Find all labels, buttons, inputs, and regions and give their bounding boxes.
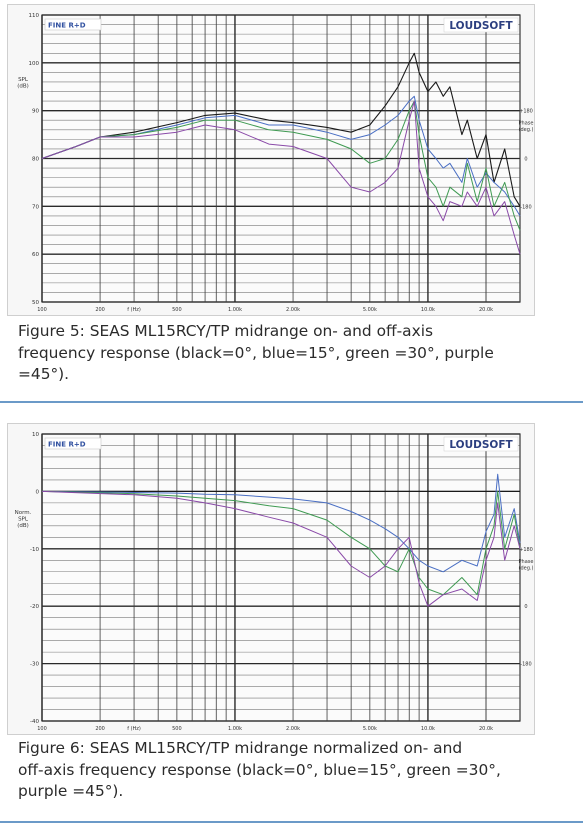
x-tick-label: 200 xyxy=(95,726,105,732)
x-tick-label: 100 xyxy=(37,726,47,732)
y-axis-label: SPL xyxy=(18,517,29,523)
series-line xyxy=(41,100,521,231)
series-line xyxy=(41,490,521,596)
y-axis-label: SPL xyxy=(18,77,29,83)
y-axis-label: (dB) xyxy=(17,83,29,89)
badge-box xyxy=(44,437,102,450)
y-tick-label: 50 xyxy=(32,300,39,306)
y2-tick-label: -180 xyxy=(520,204,531,210)
x-tick-label: 200 xyxy=(95,307,105,313)
y2-axis-label: (deg.) xyxy=(519,127,534,133)
brand-logo: LOUDSOFT xyxy=(449,439,513,451)
x-tick-label: 1.00k xyxy=(228,307,242,313)
y2-tick-label: -180 xyxy=(520,662,531,668)
figure-caption: Figure 5: SEAS ML15RCY/TP midrange on- a… xyxy=(18,321,578,386)
y2-tick-label: +180 xyxy=(519,109,533,115)
y2-tick-label: +180 xyxy=(519,547,533,553)
figure-caption: Figure 6: SEAS ML15RCY/TP midrange norma… xyxy=(18,738,578,803)
series-line xyxy=(41,52,521,207)
x-tick-label: 5.00k xyxy=(363,307,377,313)
brand-logo: LOUDSOFT xyxy=(449,20,513,32)
x-tick-label: 1.00k xyxy=(228,726,242,732)
x-tick-label: 2.00k xyxy=(286,307,300,313)
y-tick-label: 110 xyxy=(29,13,40,19)
caption-line: Figure 5: SEAS ML15RCY/TP midrange on- a… xyxy=(18,322,433,340)
chart-frame: 50 60 70 80 90 100 110 SPL (dB) -180 0 +180 Phase (de… xyxy=(7,4,535,316)
y-tick-label: 80 xyxy=(32,157,39,163)
x-tick-label: 500 xyxy=(172,726,182,732)
y2-axis-label: Phase xyxy=(519,559,534,565)
y-tick-label: 0 xyxy=(36,489,40,495)
series-line xyxy=(41,100,521,255)
x-tick-label: 10.0k xyxy=(421,726,435,732)
caption-line: Figure 6: SEAS ML15RCY/TP midrange norma… xyxy=(18,739,463,757)
y-tick-label: 100 xyxy=(29,61,40,67)
divider xyxy=(0,821,583,823)
figure-5: 50 60 70 80 90 100 110 SPL (dB) -180 0 +180 Phase (de… xyxy=(0,0,583,405)
y-tick-label: 60 xyxy=(32,252,39,258)
y-tick-label: 90 xyxy=(32,109,39,115)
normalized-spl-chart: -40 -30 -20 -10 0 10 Norm.SPL(dB) -180 0 +180 Phas… xyxy=(15,432,534,732)
y2-axis-label: (deg.) xyxy=(519,565,534,571)
caption-line: =45°). xyxy=(18,365,70,383)
x-tick-label: 2.00k xyxy=(286,726,300,732)
y-tick-label: 10 xyxy=(32,432,39,438)
figure-6: -40 -30 -20 -10 0 10 Norm. SPL (dB) -180 0 +180 Phas… xyxy=(0,414,583,826)
x-tick-label: 20.0k xyxy=(479,726,493,732)
y-tick-label: -10 xyxy=(30,547,39,553)
x-tick-label: 500 xyxy=(172,307,182,313)
series-line xyxy=(41,490,521,607)
x-tick-label: 10.0k xyxy=(421,307,435,313)
badge-label: FINE R+D xyxy=(48,441,86,449)
y-tick-label: -40 xyxy=(30,719,39,725)
y2-axis-label: Phase xyxy=(519,121,534,127)
chart-frame: -40 -30 -20 -10 0 10 Norm. SPL (dB) -180 0 +180 Phas… xyxy=(7,423,535,735)
caption-line: purple =45°). xyxy=(18,782,124,800)
caption-line: off-axis frequency response (black=0°, b… xyxy=(18,760,501,779)
x-tick-label: f (Hz) xyxy=(127,307,141,313)
badge-box xyxy=(44,18,102,31)
y2-tick-label: 0 xyxy=(524,604,527,610)
y-axis-label: Norm. xyxy=(15,510,32,516)
y-tick-label: -20 xyxy=(30,604,39,610)
caption-line: frequency response (black=0°, blue=15°, … xyxy=(18,343,494,362)
y2-tick-label: 0 xyxy=(524,157,527,163)
badge-label: FINE R+D xyxy=(48,22,86,30)
brand-box xyxy=(443,17,519,33)
y-axis-label: (dB) xyxy=(17,523,29,529)
series-line xyxy=(41,95,521,217)
x-tick-label: 5.00k xyxy=(363,726,377,732)
plot-area xyxy=(41,433,521,722)
brand-box xyxy=(443,436,519,452)
y-tick-label: 70 xyxy=(32,204,39,210)
x-tick-label: 20.0k xyxy=(479,307,493,313)
divider xyxy=(0,401,583,403)
x-tick-label: f (Hz) xyxy=(127,726,141,732)
x-tick-label: 100 xyxy=(37,307,47,313)
spl-chart: 50 60 70 80 90 100 110 SPL(dB) -180 0 +180 Phase(de… xyxy=(17,13,534,313)
y-tick-label: -30 xyxy=(30,662,39,668)
